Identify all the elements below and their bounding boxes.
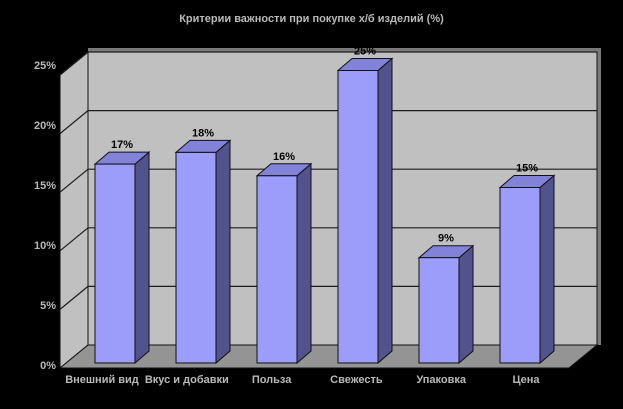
y-axis-tick-label: 25% xyxy=(34,60,56,72)
bar-value-label: 9% xyxy=(438,233,454,245)
bar xyxy=(418,257,460,364)
bar-value-label: 16% xyxy=(273,151,295,163)
bar-side-face xyxy=(377,57,393,365)
bar-value-label: 25% xyxy=(354,46,376,58)
bar xyxy=(256,175,298,364)
gridline-side xyxy=(59,168,89,193)
bars xyxy=(93,57,556,365)
category-label: Польза xyxy=(252,374,292,386)
chart-title: Критерии важности при покупке х/б издели… xyxy=(179,13,444,25)
wall-top-edge xyxy=(88,48,601,52)
chart-side-wall xyxy=(59,50,89,370)
bar-side-face xyxy=(458,244,474,365)
bar xyxy=(337,70,379,364)
bar-value-label: 17% xyxy=(111,139,133,151)
y-axis-tick-label: 10% xyxy=(34,240,56,252)
gridline-side xyxy=(59,285,89,310)
category-label: Вкус и добавки xyxy=(145,374,229,386)
bar-value-label: 15% xyxy=(516,163,538,175)
axis-labels: 0% 5% 10% 15% 20% 25% 17% 18% 16% 25% 9% 15% Внешний… xyxy=(34,46,540,387)
y-axis-tick-label: 0% xyxy=(40,360,56,372)
bar-side-face xyxy=(215,139,231,365)
bar-side-face xyxy=(296,162,312,365)
gridline-side xyxy=(59,51,89,76)
bar xyxy=(94,163,136,364)
y-axis-tick-label: 20% xyxy=(34,120,56,132)
category-label: Внешний вид xyxy=(65,374,139,386)
bar-side-face xyxy=(134,151,150,365)
gridline-side xyxy=(59,110,89,135)
bar-value-label: 18% xyxy=(192,127,214,139)
bar xyxy=(175,151,217,364)
wall-right-edge xyxy=(597,48,601,345)
bar-side-face xyxy=(539,174,555,365)
gridline-side xyxy=(59,227,89,252)
category-label: Упаковка xyxy=(416,374,467,386)
bar xyxy=(499,187,541,364)
category-label: Цена xyxy=(512,374,540,386)
category-label: Свежесть xyxy=(330,374,383,386)
y-axis-tick-label: 5% xyxy=(40,300,56,312)
y-axis-tick-label: 15% xyxy=(34,180,56,192)
